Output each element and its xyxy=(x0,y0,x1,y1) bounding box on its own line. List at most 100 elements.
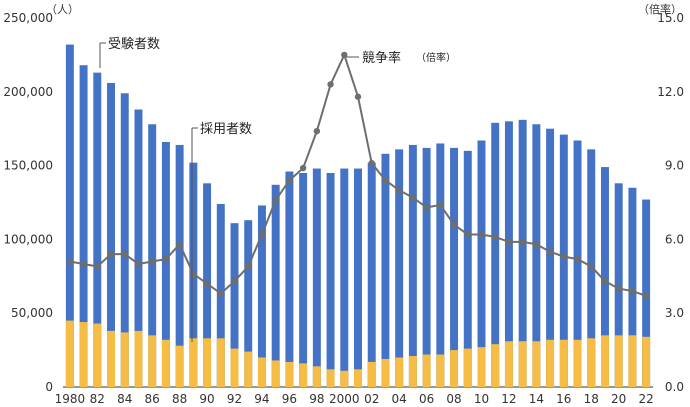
examinees-bar xyxy=(175,144,184,387)
ratio-point xyxy=(395,187,403,194)
hires-bar xyxy=(504,341,513,387)
right-axis-tick-label: 3.0 xyxy=(665,306,684,320)
ratio-point xyxy=(601,278,609,285)
ratio-point xyxy=(245,263,252,270)
examinees-bar xyxy=(134,109,143,387)
hires-bar xyxy=(203,338,212,387)
ratio-point xyxy=(437,201,444,209)
ratio-point xyxy=(107,250,115,258)
hires-bar xyxy=(573,339,582,387)
hires-bars xyxy=(65,320,651,387)
left-axis-tick-label: 250,000 xyxy=(3,11,53,25)
hires-bar xyxy=(189,338,198,387)
ratio-point xyxy=(272,196,279,204)
hires-bar xyxy=(285,361,294,387)
hires-bar xyxy=(79,322,88,387)
right-axis-tick-label: 6.0 xyxy=(665,232,684,246)
ratio-point xyxy=(231,278,238,285)
ratio-unit-label: （倍率） xyxy=(416,51,456,64)
hires-bar xyxy=(628,335,637,387)
right-axis-tick-label: 9.0 xyxy=(665,159,684,173)
hires-bar xyxy=(614,335,623,387)
x-axis-tick-label: 84 xyxy=(117,392,132,406)
examinees-bar xyxy=(107,82,115,387)
hires-bar xyxy=(340,370,349,387)
examinees-bar xyxy=(504,121,513,387)
x-axis-tick-label: 08 xyxy=(446,392,461,406)
hires-bar xyxy=(354,369,362,387)
examinees-bar xyxy=(477,140,486,387)
hires-bar xyxy=(408,356,417,387)
right-axis-tick-label: 15.0 xyxy=(657,11,684,25)
x-axis-tick-label: 90 xyxy=(199,392,214,406)
ratio-point xyxy=(135,260,142,268)
hires-bar xyxy=(107,330,115,387)
examinees-bar xyxy=(299,172,308,387)
x-axis-tick-label: 22 xyxy=(638,392,653,406)
left-axis-tick-label: 50,000 xyxy=(11,306,53,320)
right-axis-unit: （倍率） xyxy=(638,2,682,16)
x-axis-tick-label: 98 xyxy=(309,392,324,406)
hires-bar xyxy=(134,330,143,387)
ratio-point xyxy=(450,221,458,228)
x-axis-tick-label: 92 xyxy=(227,392,242,406)
examinees-bar xyxy=(354,168,362,387)
ratio-point xyxy=(464,231,471,238)
examinees-bar xyxy=(614,183,623,387)
examinees-bar xyxy=(148,124,157,388)
examinees-label: 受験者数 xyxy=(108,37,160,52)
hires-bar xyxy=(559,339,568,387)
ratio-point xyxy=(533,241,540,248)
ratio-point xyxy=(299,164,307,172)
examinees-bar xyxy=(463,150,472,387)
examinees-bar xyxy=(120,93,129,387)
ratio-line xyxy=(66,51,650,300)
hires-bar xyxy=(518,341,527,387)
ratio-point xyxy=(286,177,293,184)
x-axis-tick-label: 02 xyxy=(364,392,379,406)
x-axis-tick-label: 1980 xyxy=(55,392,86,406)
ratio-point xyxy=(190,270,197,278)
ratio-point xyxy=(94,263,101,270)
hires-bar xyxy=(148,335,157,387)
ratio-point xyxy=(203,280,211,287)
ratio-label: 競争率 xyxy=(362,50,401,66)
examinees-bar xyxy=(79,65,88,387)
hires-bar xyxy=(422,354,431,387)
ratio-point xyxy=(615,285,622,292)
ratio-point xyxy=(546,248,554,255)
hires-bar xyxy=(271,360,280,387)
ratio-point xyxy=(148,258,156,265)
x-axis-tick-label: 16 xyxy=(556,392,571,406)
ratio-point xyxy=(492,233,499,241)
examinees-bar xyxy=(230,223,239,387)
hires-bar xyxy=(546,339,555,387)
ratio-point xyxy=(368,159,375,167)
examinees-bar xyxy=(601,167,609,387)
examinees-bar xyxy=(491,122,500,388)
hires-bar xyxy=(450,350,459,387)
examinees-bar xyxy=(546,128,555,387)
ratio-point xyxy=(121,250,128,258)
examinees-bar xyxy=(628,187,637,387)
hires-bar xyxy=(230,348,239,387)
ratio-point xyxy=(642,292,650,300)
examinees-bar xyxy=(326,172,335,387)
ratio-point xyxy=(505,238,513,246)
x-axis-tick-label: 04 xyxy=(392,392,407,406)
examinees-bar xyxy=(518,119,527,387)
ratio-point xyxy=(629,287,636,295)
left-axis-tick-label: 0 xyxy=(45,380,53,394)
examinees-bar xyxy=(559,134,568,387)
ratio-point xyxy=(162,255,170,263)
examinees-bar xyxy=(381,153,390,387)
hires-bar xyxy=(312,366,321,387)
ratio-point xyxy=(588,263,595,270)
examinees-bar xyxy=(271,184,280,387)
examinees-bar xyxy=(65,44,74,387)
x-axis-tick-label: 12 xyxy=(501,392,516,406)
x-axis-tick-label: 82 xyxy=(90,392,105,406)
x-axis-tick-label: 96 xyxy=(282,392,297,406)
left-axis-unit: （人） xyxy=(46,3,79,16)
ratio-point xyxy=(382,177,389,184)
